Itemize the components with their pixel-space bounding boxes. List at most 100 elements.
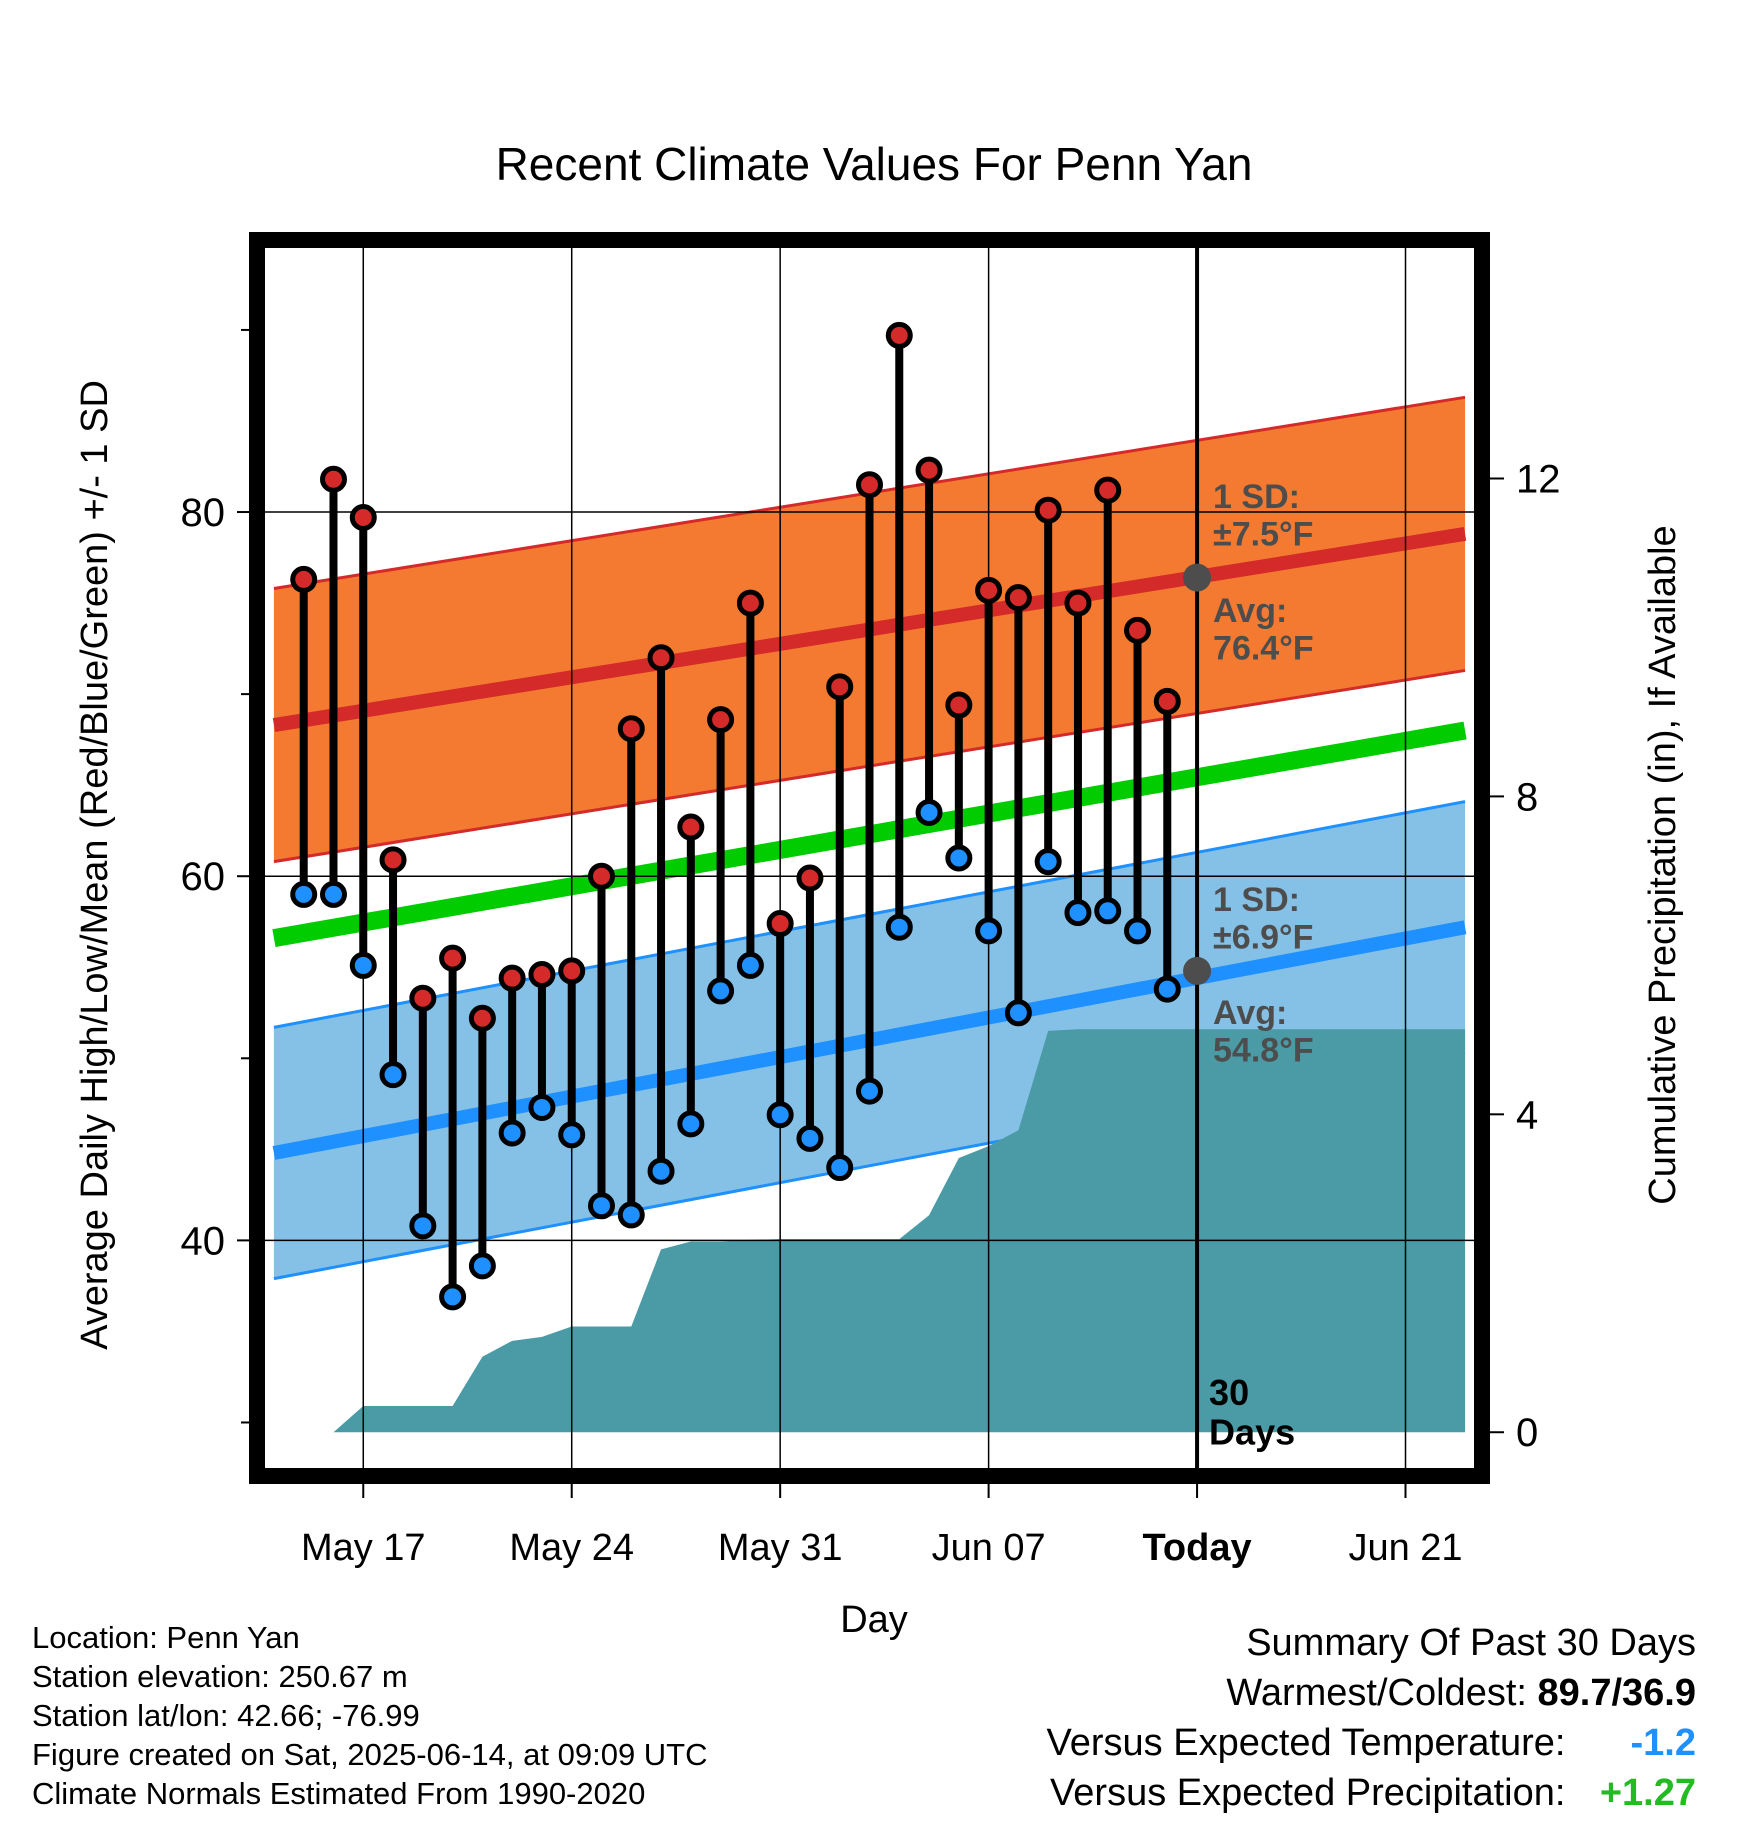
low-sd-annotation-line: ±6.9°F: [1213, 918, 1313, 956]
days-annotation-line: Days: [1209, 1412, 1295, 1453]
high-point: [1064, 589, 1092, 617]
high-point: [1153, 687, 1181, 715]
y2-tick-label: 0: [1516, 1411, 1538, 1455]
low-point: [1004, 999, 1032, 1027]
summary-precip: Versus Expected Precipitation: +1.27: [1047, 1768, 1696, 1818]
high-point: [885, 321, 913, 349]
latlon-text: Station lat/lon: 42.66; -76.99: [32, 1698, 420, 1733]
low-avg-annotation-line: Avg:: [1213, 994, 1287, 1032]
location-text: Location: Penn Yan: [32, 1620, 300, 1655]
high-point: [439, 944, 467, 972]
summary-title: Summary Of Past 30 Days: [1246, 1622, 1696, 1664]
high-point: [587, 862, 615, 890]
low-point: [1153, 975, 1181, 1003]
high-sd-annotation-line: 1 SD:: [1213, 478, 1300, 516]
high-point: [319, 465, 347, 493]
y-tick-label: 80: [181, 491, 226, 535]
high-point: [290, 565, 318, 593]
x-tick-label: Today: [1143, 1527, 1252, 1569]
x-tick-label: May 31: [718, 1527, 843, 1569]
y-tick-label: 60: [181, 855, 226, 899]
x-tick-label: May 17: [301, 1527, 426, 1569]
low-point: [349, 951, 377, 979]
high-point: [1004, 584, 1032, 612]
normals-text: Climate Normals Estimated From 1990-2020: [32, 1776, 646, 1811]
low-point: [290, 880, 318, 908]
x-axis-label: Day: [840, 1599, 908, 1641]
high-point: [707, 706, 735, 734]
summary-temp: Versus Expected Temperature: -1.2: [1047, 1718, 1696, 1768]
high-point: [856, 471, 883, 499]
plot-contents: [265, 248, 1474, 1468]
high-point: [349, 503, 377, 531]
low-point: [319, 880, 347, 908]
warmest-label: Warmest/Coldest:: [1226, 1672, 1527, 1714]
low-avg-annotation-line: 54.8°F: [1213, 1031, 1314, 1069]
chart-title: Recent Climate Values For Penn Yan: [496, 138, 1253, 190]
y-tick-label: 40: [181, 1219, 226, 1263]
y2-tick-label: 4: [1516, 1093, 1538, 1137]
precip-label: Versus Expected Precipitation:: [1050, 1772, 1566, 1814]
low-point: [975, 917, 1003, 945]
low-point: [587, 1192, 615, 1220]
high-point: [1124, 616, 1152, 644]
low-point: [885, 913, 913, 941]
high-point: [558, 957, 586, 985]
high-avg-annotation-line: Avg:: [1213, 592, 1287, 630]
low-point: [736, 951, 764, 979]
low-point: [528, 1093, 556, 1121]
high-point: [647, 644, 675, 672]
high-avg-annotation: Avg: 76.4°F: [1213, 592, 1314, 667]
low-point: [468, 1252, 496, 1280]
summary-warmest: Warmest/Coldest: 89.7/36.9: [1047, 1668, 1696, 1718]
low-point: [409, 1212, 437, 1240]
y2-tick-label: 12: [1516, 457, 1561, 501]
low-point: [558, 1121, 586, 1149]
low-point: [439, 1283, 467, 1311]
plot-frame: [249, 232, 1490, 1484]
high-point: [915, 456, 943, 484]
high-point: [677, 813, 705, 841]
high-point: [468, 1004, 496, 1032]
low-sd-annotation-line: 1 SD:: [1213, 881, 1300, 919]
high-point: [975, 576, 1003, 604]
high-point: [379, 846, 407, 874]
today-low-avg-marker: [1183, 956, 1212, 985]
low-point: [379, 1061, 407, 1089]
station-info: Location: Penn Yan Station elevation: 25…: [32, 1618, 708, 1813]
low-point: [915, 798, 943, 826]
low-point: [766, 1101, 794, 1129]
high-sd-annotation-line: ±7.5°F: [1213, 515, 1313, 553]
low-point: [617, 1201, 645, 1229]
high-point: [826, 673, 854, 701]
created-text: Figure created on Sat, 2025-06-14, at 09…: [32, 1737, 708, 1772]
high-point: [1094, 476, 1122, 504]
high-point: [736, 589, 764, 617]
days-annotation-line: 30: [1209, 1372, 1249, 1413]
temp-label: Versus Expected Temperature:: [1046, 1722, 1566, 1764]
x-tick-label: Jun 21: [1348, 1527, 1462, 1569]
low-point: [826, 1154, 854, 1182]
low-avg-annotation: Avg: 54.8°F: [1213, 994, 1314, 1069]
high-point: [796, 864, 824, 892]
x-tick-label: Jun 07: [932, 1527, 1046, 1569]
high-point: [498, 964, 526, 992]
low-point: [677, 1110, 705, 1138]
low-sd-annotation: 1 SD: ±6.9°F: [1213, 881, 1313, 956]
high-avg-annotation-line: 76.4°F: [1213, 629, 1314, 667]
low-point: [1124, 917, 1152, 945]
low-point: [647, 1157, 675, 1185]
temp-value: -1.2: [1630, 1722, 1696, 1764]
low-point: [796, 1124, 824, 1152]
high-point: [409, 984, 437, 1012]
low-point: [1094, 897, 1122, 925]
warmest-value: 89.7/36.9: [1537, 1672, 1696, 1714]
elevation-text: Station elevation: 250.67 m: [32, 1659, 408, 1694]
high-point: [617, 715, 645, 743]
y2-tick-label: 8: [1516, 775, 1538, 819]
high-point: [766, 910, 794, 938]
summary-panel: Summary Of Past 30 Days Warmest/Coldest:…: [1047, 1618, 1696, 1818]
high-sd-annotation: 1 SD: ±7.5°F: [1213, 478, 1313, 553]
days-annotation: 30 Days: [1209, 1372, 1295, 1453]
